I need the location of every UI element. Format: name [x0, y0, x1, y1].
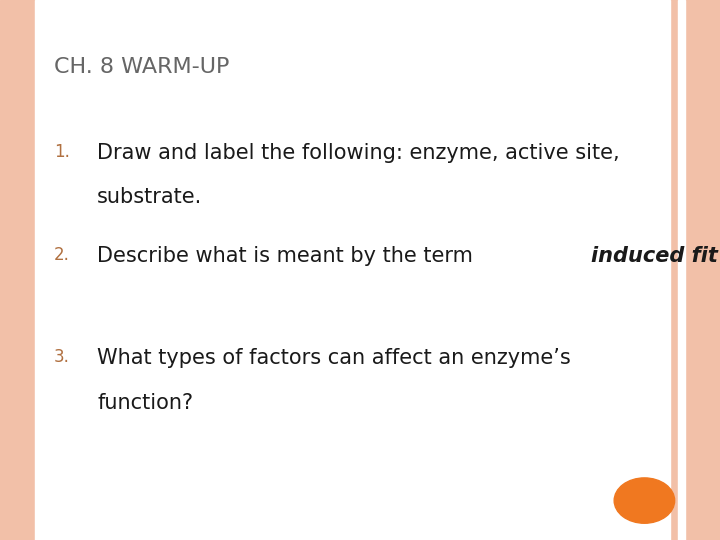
- Text: function?: function?: [97, 393, 194, 413]
- Text: Describe what is meant by the term: Describe what is meant by the term: [97, 246, 480, 266]
- Text: 2.: 2.: [54, 246, 70, 264]
- Bar: [0, 0, 35, 540]
- Circle shape: [614, 478, 675, 523]
- Text: 3.: 3.: [54, 348, 70, 366]
- Text: Draw and label the following: enzyme, active site,: Draw and label the following: enzyme, ac…: [97, 143, 620, 163]
- Text: substrate.: substrate.: [97, 187, 202, 207]
- Bar: [35, 0, 670, 540]
- Bar: [678, 0, 685, 540]
- Bar: [685, 0, 720, 540]
- Bar: [670, 0, 678, 540]
- Text: CH. 8 WARM-UP: CH. 8 WARM-UP: [54, 57, 230, 77]
- Text: induced fit: induced fit: [590, 246, 718, 266]
- Text: 1.: 1.: [54, 143, 70, 161]
- Text: What types of factors can affect an enzyme’s: What types of factors can affect an enzy…: [97, 348, 571, 368]
